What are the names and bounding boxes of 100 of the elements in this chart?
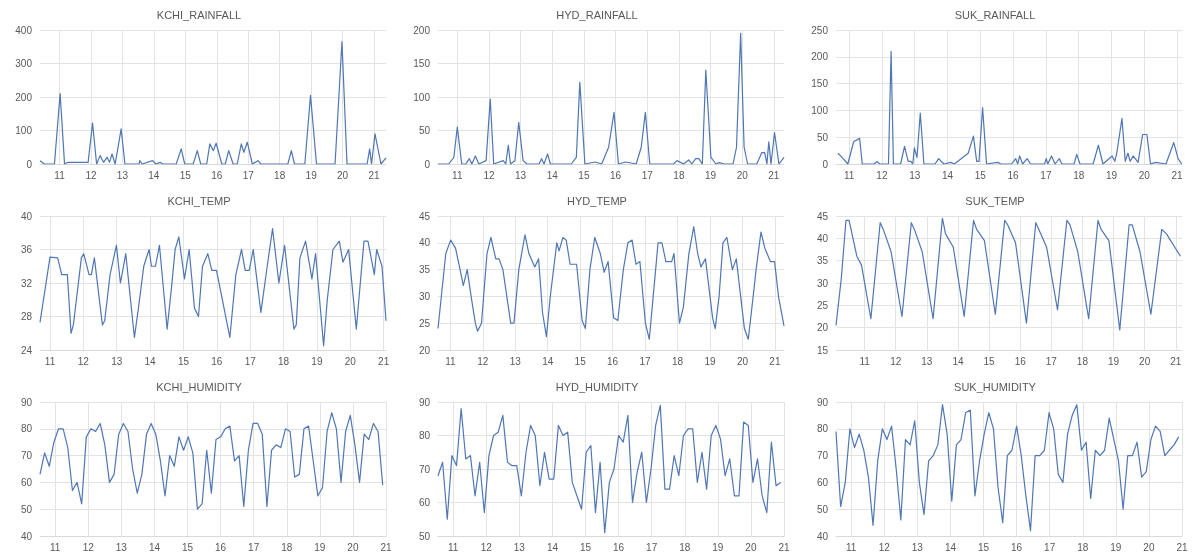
y-tick-label: 40 — [816, 232, 829, 244]
line-series — [835, 217, 1182, 331]
y-tick-label: 36 — [20, 244, 33, 255]
y-tick-label: 150 — [413, 58, 431, 69]
x-tick-label: 21 — [768, 169, 780, 181]
y-tick-label: 300 — [15, 58, 33, 69]
x-tick-label: 17 — [1045, 355, 1058, 367]
x-tick-label: 11 — [50, 541, 61, 553]
x-tick-label: 16 — [211, 169, 223, 181]
y-tick-label: 80 — [20, 423, 33, 435]
chart-title: KCHI_TEMP — [167, 194, 231, 207]
x-tick-label: 21 — [378, 355, 390, 367]
x-tick-label: 13 — [513, 541, 526, 553]
x-tick-label: 18 — [1073, 169, 1085, 181]
chart-title: SUK_RAINFALL — [954, 8, 1036, 21]
y-tick-label: 40 — [20, 530, 33, 542]
x-tick-label: 13 — [909, 169, 921, 181]
x-tick-label: 19 — [712, 541, 724, 553]
x-tick-label: 18 — [281, 541, 293, 553]
y-tick-label: 60 — [418, 497, 431, 508]
x-tick-label: 17 — [1040, 169, 1052, 181]
x-tick-label: 15 — [983, 355, 996, 367]
x-tick-label: 20 — [347, 541, 359, 553]
y-tick-label: 50 — [418, 530, 431, 542]
chart-title: HYD_RAINFALL — [556, 8, 638, 21]
y-tick-label: 30 — [418, 290, 431, 302]
y-tick-label: 28 — [20, 311, 33, 322]
x-tick-label: 20 — [1143, 541, 1155, 553]
y-tick-label: 30 — [816, 277, 829, 289]
x-tick-label: 15 — [977, 541, 990, 553]
y-tick-label: 20 — [418, 344, 431, 356]
y-tick-label: 32 — [20, 277, 33, 289]
y-tick-label: 40 — [20, 210, 33, 222]
x-tick-label: 16 — [613, 541, 625, 553]
x-tick-label: 19 — [704, 355, 716, 367]
x-tick-label: 19 — [1110, 541, 1122, 553]
line-series — [837, 50, 1183, 165]
x-tick-label: 12 — [77, 355, 90, 367]
y-tick-label: 200 — [413, 24, 431, 36]
y-tick-label: 60 — [816, 476, 829, 488]
x-tick-label: 15 — [578, 169, 590, 181]
x-tick-label: 12 — [477, 355, 489, 367]
x-tick-label: 13 — [911, 541, 924, 553]
line-series — [437, 32, 785, 165]
y-tick-label: 70 — [20, 450, 33, 462]
x-tick-label: 20 — [736, 169, 749, 181]
chart-title: KCHI_RAINFALL — [156, 8, 242, 21]
chart-title: HYD_TEMP — [567, 194, 627, 207]
y-tick-label: 24 — [20, 344, 33, 356]
x-tick-label: 13 — [515, 169, 527, 181]
x-tick-label: 14 — [148, 541, 161, 553]
x-tick-label: 16 — [610, 169, 622, 181]
x-tick-label: 16 — [215, 541, 227, 553]
x-tick-label: 14 — [542, 355, 554, 367]
x-tick-label: 12 — [878, 541, 891, 553]
x-tick-label: 17 — [639, 355, 652, 367]
y-tick-label: 400 — [15, 24, 33, 36]
y-tick-label: 45 — [816, 210, 829, 222]
x-tick-label: 18 — [671, 355, 684, 367]
x-tick-label: 21 — [1176, 541, 1188, 553]
y-tick-label: 90 — [418, 396, 431, 408]
x-tick-label: 14 — [144, 355, 157, 367]
y-tick-label: 70 — [418, 463, 431, 475]
x-tick-label: 21 — [1171, 169, 1184, 181]
x-tick-label: 19 — [1107, 355, 1120, 367]
y-tick-label: 100 — [811, 104, 829, 116]
x-tick-label: 18 — [1076, 355, 1089, 367]
y-tick-label: 25 — [418, 317, 431, 329]
x-tick-label: 20 — [1139, 355, 1151, 367]
line-series — [437, 404, 782, 534]
x-tick-label: 11 — [445, 355, 456, 367]
x-tick-label: 20 — [344, 355, 357, 367]
y-tick-label: 200 — [811, 51, 829, 63]
x-tick-label: 15 — [181, 541, 194, 553]
y-tick-label: 40 — [418, 237, 431, 249]
x-tick-label: 15 — [579, 541, 592, 553]
x-tick-label: 19 — [314, 541, 326, 553]
chart-title: SUK_TEMP — [965, 194, 1025, 207]
y-tick-label: 100 — [15, 125, 33, 136]
x-tick-label: 11 — [452, 169, 463, 181]
chart-title: SUK_HUMIDITY — [954, 380, 1037, 393]
y-tick-label: 70 — [816, 450, 829, 462]
x-tick-label: 16 — [1014, 355, 1027, 367]
chart-title: HYD_HUMIDITY — [555, 380, 639, 393]
y-tick-label: 250 — [811, 24, 829, 36]
x-tick-label: 11 — [44, 355, 56, 367]
x-tick-label: 17 — [248, 541, 260, 553]
x-tick-label: 19 — [311, 355, 323, 367]
y-tick-label: 150 — [811, 78, 829, 90]
x-tick-label: 14 — [952, 355, 964, 367]
x-tick-label: 12 — [82, 541, 95, 553]
y-tick-label: 200 — [15, 91, 33, 103]
x-tick-label: 12 — [483, 169, 495, 181]
y-tick-label: 20 — [816, 322, 829, 334]
y-tick-label: 90 — [20, 396, 33, 408]
y-tick-label: 80 — [816, 423, 829, 435]
x-tick-label: 15 — [574, 355, 587, 367]
y-tick-label: 50 — [816, 131, 829, 143]
x-tick-label: 11 — [846, 541, 857, 553]
x-tick-label: 21 — [368, 169, 381, 181]
